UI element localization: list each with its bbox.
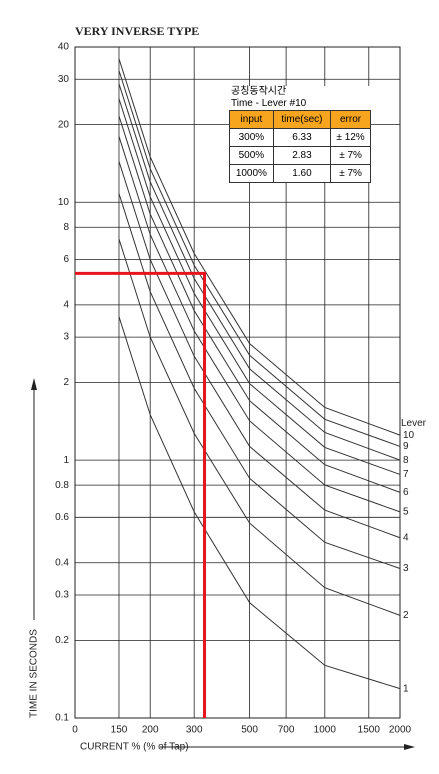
table-cell: 500%	[229, 146, 274, 165]
x-tick-label: 1000	[314, 725, 337, 736]
lever-curve	[118, 98, 401, 475]
reference-line	[75, 271, 207, 718]
y-tick-label: 6	[63, 254, 69, 265]
table-cell: ± 12%	[330, 128, 371, 147]
x-tick-label: 1500	[358, 725, 381, 736]
table-cell: input	[229, 110, 274, 129]
y-tick-label: 1	[63, 455, 69, 466]
y-tick-label: 30	[58, 74, 70, 85]
lever-curve	[118, 161, 401, 539]
y-tick-label: 0.2	[55, 635, 69, 646]
legend-label: 2	[403, 610, 409, 621]
table-cell: 300%	[229, 128, 274, 147]
inset-table: 공칭동작시간 Time - Lever #10 input time(sec) er…	[229, 86, 371, 183]
table-row: 300% 6.33 ± 12%	[229, 128, 371, 147]
y-tick-label: 2	[63, 377, 69, 388]
legend-label: 6	[403, 487, 409, 498]
y-tick-label: 3	[63, 332, 69, 343]
lever-curve	[118, 316, 401, 690]
table-row: 500% 2.83 ± 7%	[229, 146, 371, 165]
table-cell: error	[330, 110, 371, 129]
x-tick-label: 0	[72, 725, 78, 736]
y-arrow-head	[31, 378, 37, 390]
table-cell: ± 7%	[330, 164, 371, 183]
lever-curve	[118, 83, 401, 461]
y-axis-label: TIME IN SECONDS	[29, 629, 40, 718]
x-axis-label: CURRENT % (% of Tap)	[80, 742, 189, 753]
x-arrow-head	[404, 744, 415, 750]
legend-label: 10	[403, 430, 415, 441]
plot-frame	[74, 46, 401, 719]
legend-label: 1	[403, 683, 409, 694]
table-row: 1000% 1.60 ± 7%	[229, 164, 371, 183]
chart-title: VERY INVERSE TYPE	[75, 24, 199, 38]
x-tick-label: 2000	[389, 725, 412, 736]
x-tick-label: 150	[111, 725, 128, 736]
y-tick-label: 0.1	[55, 713, 69, 724]
y-tick-label: 10	[58, 197, 70, 208]
lever-curve	[118, 193, 401, 569]
y-tick-label: 0.4	[55, 557, 69, 568]
x-tick-label: 300	[186, 725, 203, 736]
x-tick-label: 200	[142, 725, 159, 736]
table-subtitle: Time - Lever #10	[231, 98, 307, 109]
table-cell: time(sec)	[272, 110, 332, 129]
table-title: 공칭동작시간	[231, 86, 287, 97]
lever-curve	[118, 70, 401, 447]
table: input time(sec) error 300% 6.33 ± 12% 500% 2.83…	[229, 110, 371, 183]
table-cell: 1000%	[229, 164, 274, 183]
legend-label: 8	[403, 455, 409, 466]
y-tick-label: 0.3	[55, 590, 69, 601]
table-body: input time(sec) error 300% 6.33 ± 12% 500% 2.83…	[229, 110, 371, 183]
table-cell: 6.33	[272, 128, 332, 147]
lever-curve	[118, 58, 401, 436]
y-tick-label: 0.8	[55, 480, 69, 491]
y-tick-label: 20	[58, 119, 70, 130]
y-tick-label: 4	[63, 300, 69, 311]
x-tick-label: 700	[278, 725, 295, 736]
lever-curve	[118, 115, 401, 493]
x-tick-label: 500	[241, 725, 258, 736]
y-tick-label: 8	[63, 222, 69, 233]
legend-title: Lever	[401, 418, 427, 429]
legend-label: 3	[403, 563, 409, 574]
y-tick-label: 0.6	[55, 512, 69, 523]
y-tick-label: 40	[58, 42, 70, 53]
table-cell: 2.83	[272, 146, 332, 165]
table-cell: ± 7%	[330, 146, 371, 165]
legend-label: 4	[403, 532, 409, 543]
lever-curve	[118, 136, 401, 513]
legend-label: 7	[403, 469, 409, 480]
table-header: input time(sec) error	[229, 110, 371, 129]
legend-label: 5	[403, 507, 409, 518]
table-cell: 1.60	[272, 164, 332, 183]
lever-curve	[118, 238, 401, 616]
legend-label: 9	[403, 441, 409, 452]
